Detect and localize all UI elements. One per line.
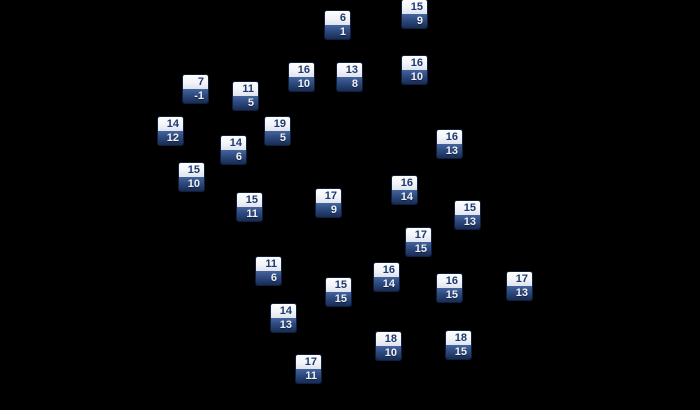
unit-badge-bottom-value: 15: [446, 345, 471, 359]
unit-badge-top-value: 17: [507, 272, 532, 286]
unit-badge-bottom-value: 13: [455, 215, 480, 229]
unit-badge-bottom-value: 10: [179, 177, 204, 191]
unit-badge-bottom-value: 15: [437, 288, 462, 302]
unit-badge-top-value: 11: [233, 82, 258, 96]
unit-badge-top-value: 16: [374, 263, 399, 277]
unit-badge[interactable]: 16 13: [437, 130, 462, 158]
unit-badge-top-value: 15: [237, 193, 262, 207]
unit-badge-top-value: 15: [455, 201, 480, 215]
unit-badge[interactable]: 16 10: [402, 56, 427, 84]
unit-badge[interactable]: 16 14: [392, 176, 417, 204]
unit-badge-bottom-value: 14: [374, 277, 399, 291]
unit-badge-bottom-value: 9: [316, 203, 341, 217]
unit-badge-top-value: 14: [221, 136, 246, 150]
unit-badge-top-value: 18: [376, 332, 401, 346]
unit-badge-bottom-value: 11: [237, 207, 262, 221]
unit-badge[interactable]: 15 9: [402, 0, 427, 28]
unit-badge-bottom-value: 8: [337, 77, 362, 91]
unit-badge-bottom-value: -1: [183, 89, 208, 103]
unit-badge[interactable]: 14 12: [158, 117, 183, 145]
unit-badge[interactable]: 16 14: [374, 263, 399, 291]
unit-badge-top-value: 16: [402, 56, 427, 70]
unit-badge[interactable]: 11 5: [233, 82, 258, 110]
unit-badge-top-value: 16: [392, 176, 417, 190]
unit-badge-top-value: 14: [158, 117, 183, 131]
unit-badge-top-value: 15: [326, 278, 351, 292]
unit-badge-bottom-value: 10: [376, 346, 401, 360]
unit-badge-top-value: 15: [179, 163, 204, 177]
unit-badge-bottom-value: 10: [402, 70, 427, 84]
unit-badge-bottom-value: 13: [271, 318, 296, 332]
unit-badge[interactable]: 19 5: [265, 117, 290, 145]
unit-badge-top-value: 16: [289, 63, 314, 77]
unit-badge-top-value: 15: [402, 0, 427, 14]
unit-badge-top-value: 13: [337, 63, 362, 77]
unit-badge-bottom-value: 15: [326, 292, 351, 306]
unit-badge[interactable]: 16 10: [289, 63, 314, 91]
unit-badge-bottom-value: 6: [221, 150, 246, 164]
unit-badge-top-value: 16: [437, 274, 462, 288]
unit-badge[interactable]: 17 15: [406, 228, 431, 256]
unit-badge-top-value: 17: [406, 228, 431, 242]
unit-badge-top-value: 19: [265, 117, 290, 131]
unit-badge[interactable]: 15 10: [179, 163, 204, 191]
unit-badge[interactable]: 18 10: [376, 332, 401, 360]
unit-badge-bottom-value: 10: [289, 77, 314, 91]
unit-badge[interactable]: 6 1: [325, 11, 350, 39]
unit-badge-top-value: 16: [437, 130, 462, 144]
unit-badge-top-value: 14: [271, 304, 296, 318]
unit-badge[interactable]: 13 8: [337, 63, 362, 91]
unit-badge-top-value: 11: [256, 257, 281, 271]
unit-badge-top-value: 7: [183, 75, 208, 89]
unit-badge-top-value: 6: [325, 11, 350, 25]
unit-badge-bottom-value: 5: [233, 96, 258, 110]
unit-badge[interactable]: 11 6: [256, 257, 281, 285]
unit-badge[interactable]: 16 15: [437, 274, 462, 302]
unit-badge-bottom-value: 12: [158, 131, 183, 145]
unit-badge-top-value: 17: [296, 355, 321, 369]
unit-badge[interactable]: 15 15: [326, 278, 351, 306]
unit-badge-bottom-value: 13: [437, 144, 462, 158]
unit-badge-bottom-value: 13: [507, 286, 532, 300]
unit-badge[interactable]: 7 -1: [183, 75, 208, 103]
unit-badge[interactable]: 17 13: [507, 272, 532, 300]
unit-badge[interactable]: 17 9: [316, 189, 341, 217]
unit-badge[interactable]: 15 13: [455, 201, 480, 229]
unit-badge-bottom-value: 5: [265, 131, 290, 145]
unit-badge[interactable]: 17 11: [296, 355, 321, 383]
unit-badge[interactable]: 15 11: [237, 193, 262, 221]
unit-badge[interactable]: 14 6: [221, 136, 246, 164]
unit-badge-bottom-value: 9: [402, 14, 427, 28]
unit-badge[interactable]: 14 13: [271, 304, 296, 332]
unit-badge-bottom-value: 6: [256, 271, 281, 285]
unit-badge-top-value: 18: [446, 331, 471, 345]
unit-badge-bottom-value: 15: [406, 242, 431, 256]
unit-badge-top-value: 17: [316, 189, 341, 203]
unit-badge[interactable]: 18 15: [446, 331, 471, 359]
unit-badge-bottom-value: 1: [325, 25, 350, 39]
unit-badge-bottom-value: 11: [296, 369, 321, 383]
unit-badge-bottom-value: 14: [392, 190, 417, 204]
